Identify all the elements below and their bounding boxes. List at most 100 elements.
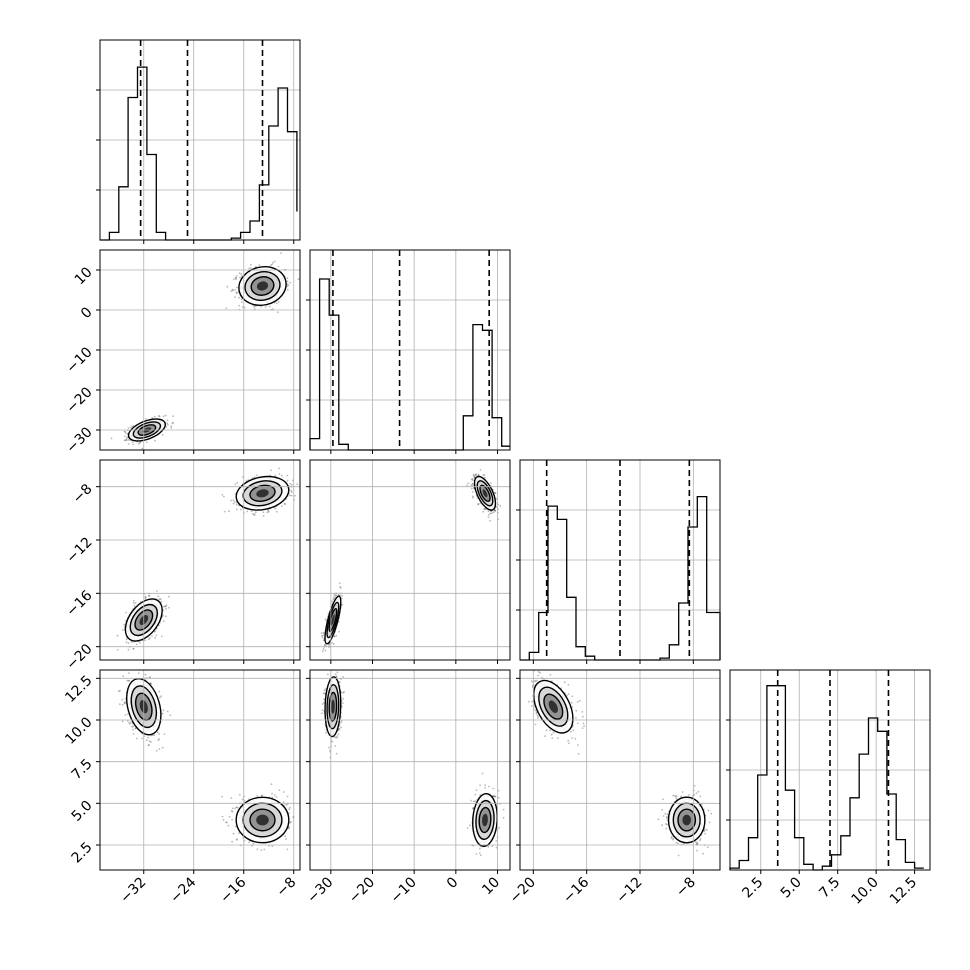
scatter-point	[339, 585, 341, 588]
scatter-point	[248, 267, 251, 269]
hist-1-step	[309, 278, 510, 451]
scatter-point	[158, 738, 161, 740]
scatter-point	[334, 594, 337, 597]
scatter-point	[240, 298, 243, 301]
scatter-point	[151, 635, 153, 637]
scatter-point	[243, 306, 246, 309]
scatter-point	[127, 713, 129, 716]
scatter-point	[144, 418, 147, 420]
scatter-point	[284, 503, 286, 506]
scatter-1-2-frame	[309, 459, 511, 661]
scatter-point	[286, 283, 289, 286]
scatter-point	[235, 501, 238, 504]
scatter-point	[164, 605, 167, 608]
scatter-point	[149, 676, 152, 679]
scatter-point	[268, 510, 270, 513]
scatter-point	[241, 275, 243, 277]
scatter-point	[236, 839, 239, 841]
scatter-point	[234, 296, 236, 298]
scatter-point	[170, 425, 173, 427]
scatter-point	[470, 487, 473, 490]
scatter-point	[288, 808, 291, 811]
scatter-point	[147, 595, 150, 597]
scatter-point	[286, 474, 289, 477]
scatter-point	[471, 495, 474, 498]
scatter-point	[125, 432, 127, 435]
scatter-point	[333, 593, 336, 596]
scatter-point	[271, 792, 273, 795]
scatter-point	[262, 511, 265, 514]
scatter-point	[251, 513, 254, 515]
scatter-point	[171, 422, 174, 425]
scatter-1-2-contour	[331, 614, 335, 626]
hist-0-step	[100, 66, 298, 241]
scatter-point	[161, 635, 163, 638]
scatter-point	[499, 504, 502, 507]
scatter-point	[148, 740, 151, 743]
scatter-point	[235, 275, 238, 277]
scatter-point	[473, 474, 475, 477]
scatter-point	[127, 642, 130, 645]
scatter-point	[165, 604, 168, 607]
scatter-point	[131, 725, 134, 728]
scatter-point	[121, 703, 124, 706]
scatter-point	[161, 712, 164, 715]
scatter-point	[144, 595, 147, 598]
scatter-point	[165, 615, 167, 618]
scatter-point	[130, 721, 132, 724]
scatter-point	[121, 720, 124, 723]
scatter-point	[280, 252, 282, 255]
scatter-point	[338, 630, 340, 633]
scatter-point	[322, 631, 325, 634]
scatter-point	[132, 443, 135, 446]
scatter-point	[246, 510, 249, 513]
scatter-point	[278, 467, 280, 470]
scatter-point	[264, 306, 267, 308]
scatter-point	[253, 306, 256, 308]
scatter-point	[275, 510, 278, 513]
scatter-point	[493, 509, 496, 511]
scatter-point	[155, 634, 158, 637]
scatter-point	[127, 443, 130, 445]
scatter-point	[228, 815, 231, 818]
scatter-point	[240, 301, 243, 303]
scatter-point	[472, 473, 475, 476]
scatter-point	[331, 600, 333, 602]
scatter-point	[146, 739, 148, 742]
hist-3-step	[729, 685, 924, 871]
scatter-point	[123, 430, 126, 433]
scatter-point	[132, 602, 135, 604]
scatter-point	[139, 642, 141, 644]
scatter-point	[125, 438, 128, 441]
scatter-point	[126, 439, 128, 442]
scatter-point	[124, 435, 126, 438]
scatter-point	[119, 689, 121, 692]
scatter-point	[162, 709, 165, 711]
scatter-point	[491, 512, 493, 515]
scatter-point	[271, 796, 274, 799]
scatter-point	[474, 474, 477, 477]
scatter-point	[260, 849, 263, 852]
scatter-point	[335, 594, 338, 597]
scatter-point	[158, 690, 161, 693]
scatter-point	[273, 260, 276, 263]
scatter-point	[269, 305, 271, 308]
scatter-point	[150, 741, 152, 743]
scatter-point	[160, 695, 163, 698]
scatter-point	[157, 595, 160, 598]
scatter-point	[494, 492, 497, 495]
scatter-point	[144, 673, 147, 676]
scatter-point	[289, 483, 292, 485]
scatter-point	[121, 629, 124, 631]
scatter-point	[127, 439, 130, 441]
scatter-point	[471, 479, 474, 481]
scatter-point	[475, 473, 477, 475]
scatter-point	[148, 638, 150, 641]
scatter-point	[223, 510, 226, 513]
scatter-point	[144, 639, 147, 642]
scatter-point	[234, 289, 237, 291]
scatter-point	[235, 278, 238, 281]
scatter-point	[470, 484, 473, 487]
scatter-point	[148, 637, 151, 639]
scatter-point	[231, 288, 234, 291]
